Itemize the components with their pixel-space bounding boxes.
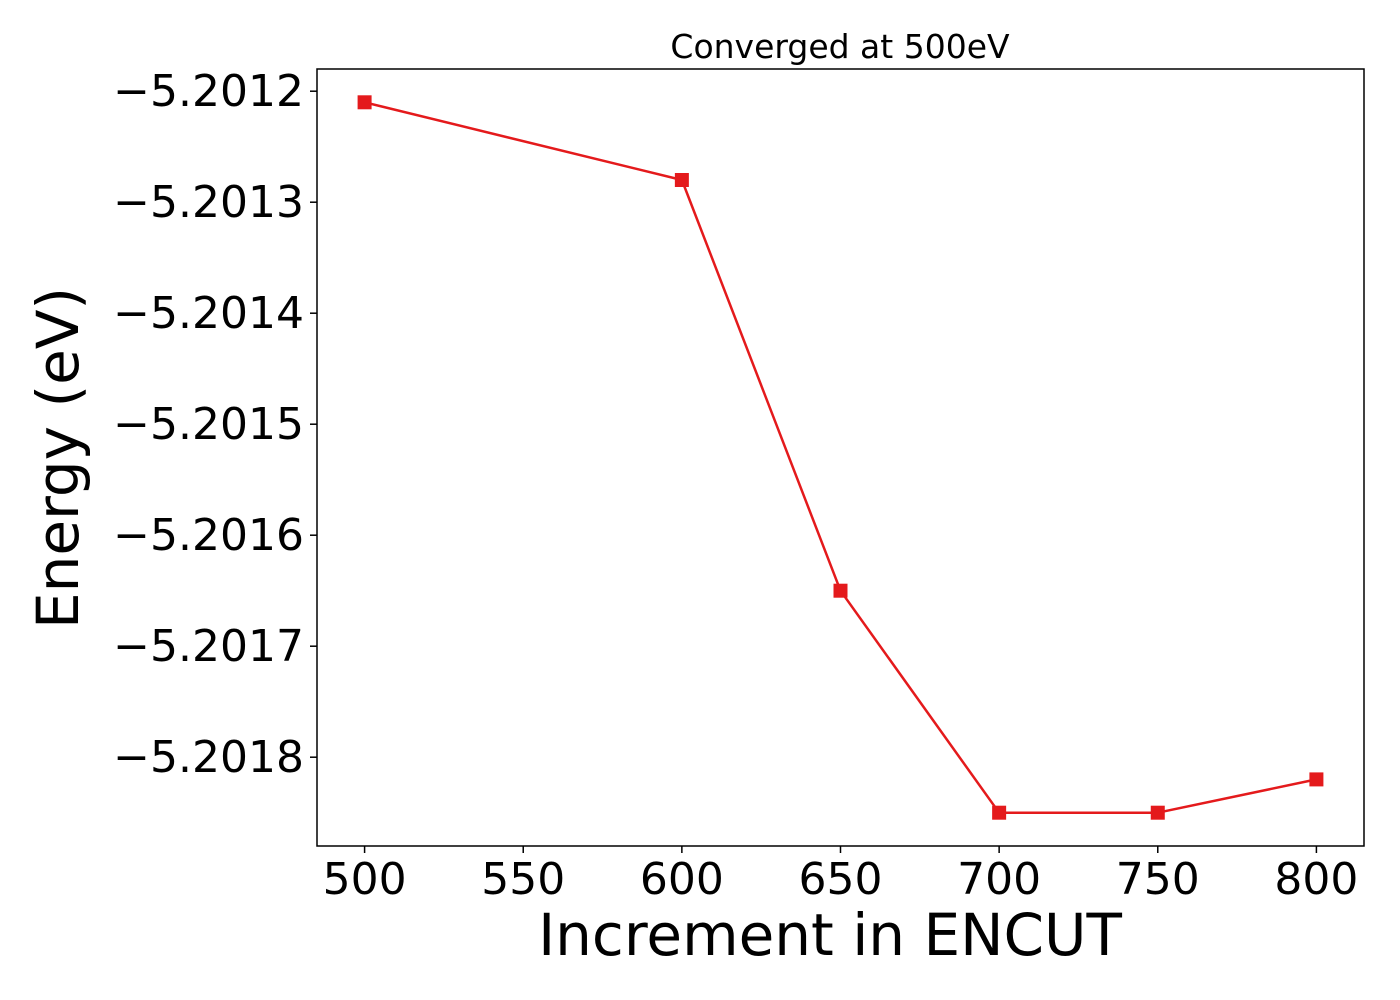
y-tick-label: −5.2012: [113, 66, 304, 117]
data-point-marker: [1150, 805, 1165, 820]
x-tick-label: 750: [1116, 854, 1200, 905]
y-tick-label: −5.2015: [113, 399, 304, 450]
chart-title: Converged at 500eV: [670, 27, 1010, 66]
y-axis-label: Energy (eV): [24, 287, 92, 629]
x-tick-label: 500: [323, 854, 407, 905]
series-line: [364, 101, 1317, 814]
x-tick-label: 550: [481, 854, 565, 905]
plot-area: 500 550 600 650 700 750 800 −5.2012 −5.2013 −5.20…: [113, 66, 1365, 905]
data-point-marker: [833, 583, 848, 598]
y-tick-label: −5.2018: [113, 732, 304, 783]
data-point-marker: [992, 805, 1007, 820]
x-axis-label: Increment in ENCUT: [538, 901, 1122, 969]
y-tick-label: −5.2014: [113, 288, 304, 339]
x-tick-label: 700: [957, 854, 1041, 905]
x-tick-label: 800: [1274, 854, 1358, 905]
data-point-marker: [674, 173, 689, 187]
data-point-marker: [357, 95, 372, 110]
x-tick-label: 650: [799, 854, 883, 905]
x-tick-label: 600: [640, 854, 724, 905]
y-tick-label: −5.2017: [113, 621, 304, 672]
y-tick-label: −5.2013: [113, 177, 304, 228]
y-tick-label: −5.2016: [113, 510, 304, 561]
data-point-marker: [1309, 772, 1324, 787]
